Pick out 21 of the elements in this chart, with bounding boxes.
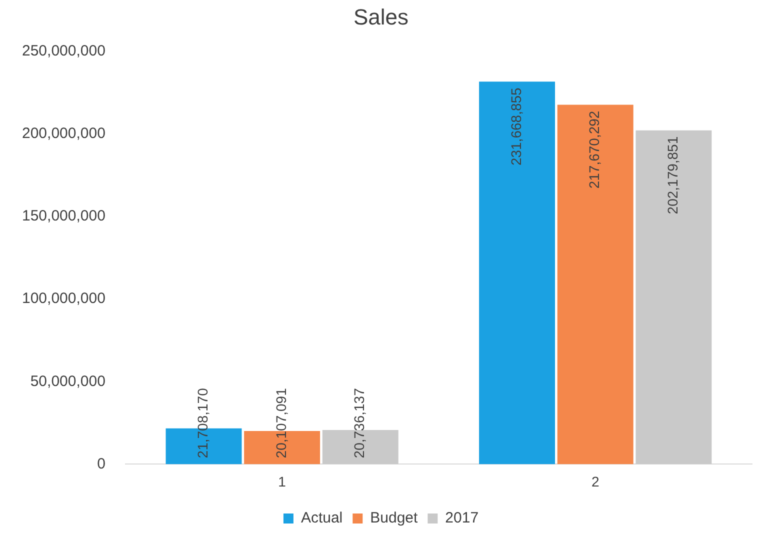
- y-tick-label: 250,000,000: [22, 42, 106, 60]
- data-label: 20,107,091: [272, 388, 289, 458]
- data-label: 20,736,137: [351, 388, 368, 458]
- bar: [479, 82, 556, 464]
- y-tick-label: 50,000,000: [30, 372, 106, 390]
- bar: [557, 104, 634, 464]
- chart-title: Sales: [353, 4, 409, 30]
- legend-label: 2017: [445, 510, 479, 527]
- y-tick-label: 0: [97, 455, 106, 472]
- data-label: 21,708,170: [194, 388, 211, 458]
- data-label: 217,670,292: [586, 110, 602, 189]
- y-tick-label: 150,000,000: [22, 208, 106, 225]
- data-label: 202,179,851: [664, 136, 681, 214]
- x-tick-label: 2: [591, 473, 600, 490]
- y-tick-label: 100,000,000: [22, 290, 106, 308]
- bar: [636, 130, 712, 464]
- x-tick-label: 1: [278, 473, 286, 490]
- data-label: 231,668,855: [508, 87, 524, 166]
- legend-label: Budget: [370, 510, 419, 527]
- y-tick-label: 200,000,000: [22, 125, 106, 142]
- legend-label: Actual: [300, 510, 343, 527]
